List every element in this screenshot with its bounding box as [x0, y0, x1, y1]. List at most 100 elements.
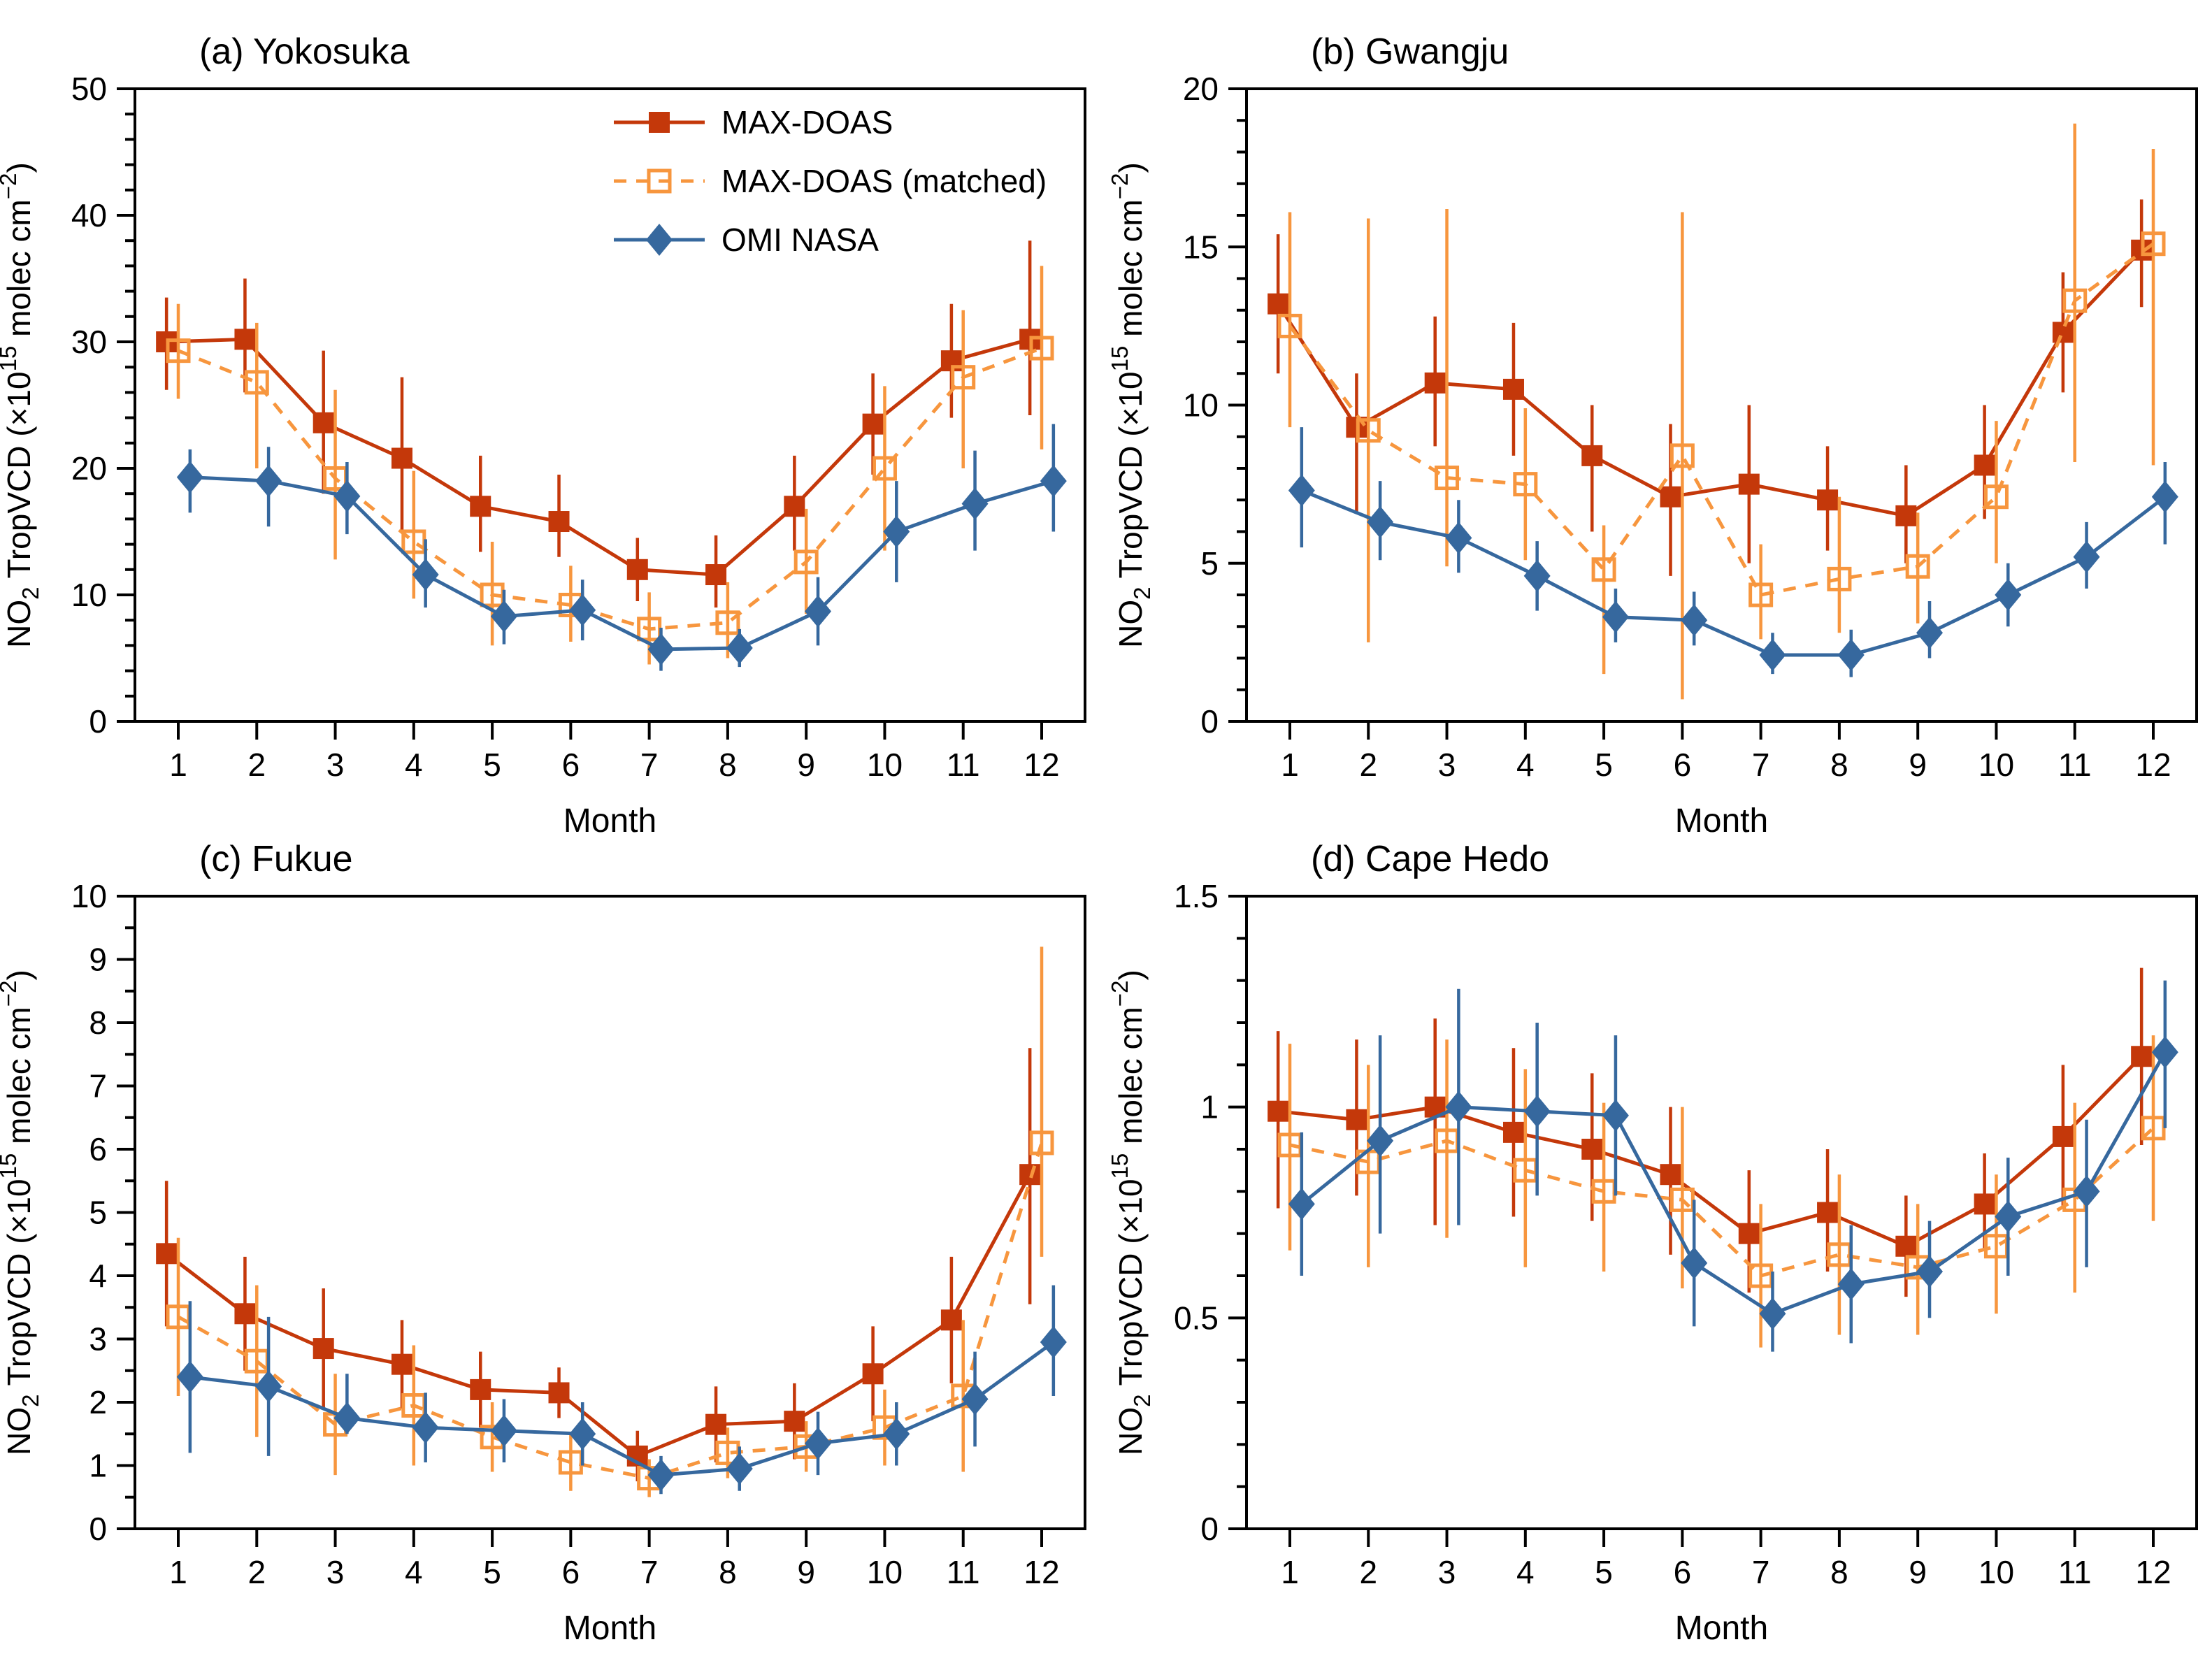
x-tick-label: 3 — [326, 747, 345, 783]
omi_nasa-marker — [176, 1360, 203, 1393]
panel-c-series-max_doas — [156, 1048, 1041, 1482]
y-tick-label: 8 — [89, 1005, 107, 1041]
panel-b-series-omi_nasa — [1288, 427, 2178, 677]
x-tick-label: 4 — [405, 1554, 423, 1590]
omi_nasa-marker — [1837, 638, 1865, 671]
y-tick-label: 5 — [89, 1195, 107, 1231]
plot-frame — [134, 87, 1086, 723]
y-tick-label: 50 — [71, 71, 107, 107]
max_doas_matched-marker — [715, 610, 740, 635]
omi_nasa-marker — [333, 480, 361, 512]
omi_nasa-marker — [1523, 1095, 1551, 1128]
omi_nasa-marker — [255, 1370, 282, 1403]
max_doas-marker — [784, 1411, 805, 1432]
x-tick-label: 1 — [169, 1554, 187, 1590]
y-tick-label: 0 — [1200, 1511, 1219, 1547]
max_doas_matched-marker — [1435, 466, 1460, 491]
omi_nasa-marker — [1995, 579, 2022, 611]
x-tick-label: 6 — [562, 747, 580, 783]
omi_nasa-line — [1300, 489, 2167, 657]
x-tick-label: 1 — [169, 747, 187, 783]
max_doas-marker — [391, 1353, 412, 1375]
x-tick-label: 7 — [1752, 747, 1770, 783]
max_doas-marker — [862, 1363, 884, 1385]
max_doas_matched-marker — [2141, 231, 2166, 257]
plot-frame — [1245, 895, 2198, 1530]
x-tick-label: 7 — [640, 1554, 659, 1590]
omi_nasa-markers — [1288, 1036, 2178, 1330]
x-tick-label: 11 — [947, 747, 980, 783]
max_doas_matched-marker — [1983, 484, 2009, 510]
y-tick-label: 0.5 — [1174, 1300, 1219, 1336]
omi_nasa-marker — [2073, 540, 2100, 573]
max_doas-markers — [156, 1164, 1041, 1467]
max_doas_matched-marker — [1591, 557, 1616, 582]
max_doas-marker — [1502, 378, 1524, 400]
max_doas-markers — [1267, 239, 2153, 526]
max_doas_matched-line — [1289, 1126, 2155, 1278]
omi_nasa-marker — [805, 595, 832, 628]
max_doas-markers — [1267, 1046, 2153, 1257]
y-tick-label: 5 — [1200, 545, 1219, 582]
max_doas-marker — [1895, 1235, 1917, 1257]
max_doas-error-bars — [164, 240, 1032, 608]
x-tick-label: 10 — [867, 747, 903, 783]
max_doas-marker — [649, 112, 670, 133]
omi_nasa-error-bars — [1300, 980, 2167, 1352]
omi_nasa-markers — [176, 461, 1067, 665]
max_doas-marker — [1817, 1202, 1839, 1223]
panel-b-series-max_doas — [1267, 199, 2153, 576]
x-tick-label: 3 — [1438, 1554, 1456, 1590]
panel-title: (d) Cape Hedo — [1311, 839, 1549, 879]
omi_nasa-marker — [1602, 600, 1629, 633]
y-tick-label: 20 — [71, 450, 107, 487]
x-tick-label: 12 — [1024, 747, 1059, 783]
omi_nasa-marker — [2073, 1175, 2100, 1208]
x-tick-label: 4 — [1516, 747, 1535, 783]
x-tick-label: 12 — [2135, 1554, 2171, 1590]
y-tick-label: 40 — [71, 197, 107, 233]
max_doas-marker — [705, 564, 727, 586]
x-tick-label: 11 — [2058, 1554, 2092, 1590]
omi_nasa-marker — [1602, 1099, 1629, 1132]
max_doas-marker — [1267, 293, 1289, 315]
x-tick-label: 12 — [1024, 1554, 1059, 1590]
omi_nasa-marker — [490, 1414, 517, 1447]
y-axis-label: NO2 TropVCD (×1015 molec cm−2) — [1107, 162, 1155, 648]
max_doas_matched-marker — [1905, 554, 1930, 579]
omi_nasa-marker — [961, 1383, 989, 1416]
max_doas-marker — [2131, 1046, 2153, 1067]
omi_nasa-marker — [2151, 1036, 2178, 1069]
y-axis-label: NO2 TropVCD (×1015 molec cm−2) — [0, 162, 43, 648]
x-tick-label: 3 — [1438, 747, 1456, 783]
panel-title: (b) Gwangju — [1311, 31, 1509, 72]
panel-a-series-max_doas_matched — [166, 266, 1054, 665]
x-tick-label: 4 — [1516, 1554, 1535, 1590]
max_doas_matched-line — [1288, 242, 2155, 597]
y-tick-label: 1.5 — [1174, 878, 1219, 914]
omi_nasa-marker — [1837, 1268, 1865, 1301]
x-tick-label: 2 — [247, 747, 266, 783]
x-tick-label: 2 — [1359, 1554, 1377, 1590]
x-tick-label: 6 — [562, 1554, 580, 1590]
y-tick-label: 0 — [89, 703, 107, 740]
x-tick-label: 2 — [247, 1554, 266, 1590]
omi_nasa-error-bars — [1300, 427, 2167, 677]
max_doas_matched-marker — [1513, 472, 1538, 497]
omi_nasa-marker — [1367, 505, 1394, 538]
max_doas_matched-markers — [1277, 1116, 2166, 1288]
omi_nasa-marker — [883, 515, 910, 548]
max_doas-marker — [548, 1382, 570, 1404]
max_doas-marker — [470, 1378, 491, 1400]
y-tick-label: 10 — [1183, 387, 1219, 424]
legend-label: MAX-DOAS — [721, 104, 893, 141]
panel-d-series-omi_nasa — [1288, 980, 2178, 1352]
omi_nasa-marker — [726, 1453, 753, 1485]
y-tick-label: 4 — [89, 1258, 107, 1294]
legend-item-max_doas: MAX-DOAS — [614, 104, 893, 141]
